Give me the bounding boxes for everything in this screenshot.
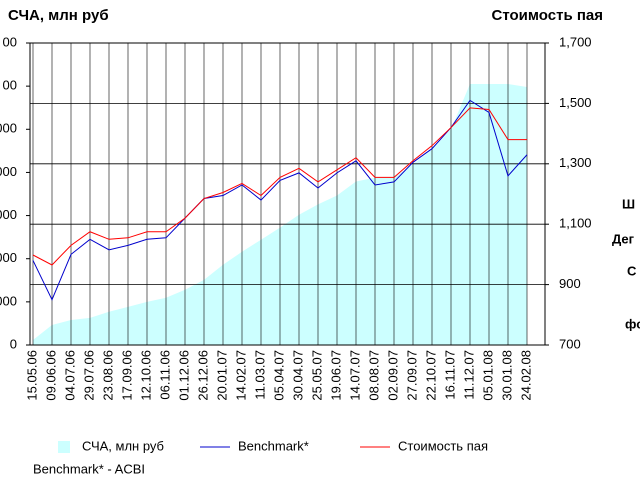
x-tick-label: 23.08.06 bbox=[100, 350, 115, 401]
x-tick-label: 29.07.06 bbox=[81, 350, 96, 401]
y2-tick-label: 900 bbox=[559, 276, 581, 291]
x-tick-label: 06.11.06 bbox=[157, 350, 172, 400]
y-tick-label: 00 bbox=[3, 34, 17, 49]
legend-label: Стоимость пая bbox=[398, 438, 488, 453]
x-tick-label: 30.04.07 bbox=[290, 350, 305, 401]
y2-tick-label: 1,300 bbox=[559, 155, 592, 170]
x-tick-label: 11.03.07 bbox=[252, 350, 267, 400]
x-tick-label: 01.12.06 bbox=[176, 350, 191, 401]
right-axis-title: Стоимость пая bbox=[492, 7, 603, 24]
y2-tick-label: 1,500 bbox=[559, 95, 592, 110]
y-tick-label: 000 bbox=[0, 121, 17, 136]
x-tick-label: 30.01.08 bbox=[499, 350, 514, 401]
legend-label: СЧА, млн руб bbox=[82, 438, 164, 453]
x-tick-label: 20.01.07 bbox=[214, 350, 229, 401]
y2-tick-label: 700 bbox=[559, 336, 581, 351]
x-tick-label: 12.10.06 bbox=[138, 350, 153, 401]
x-tick-label: 16.11.07 bbox=[442, 350, 457, 400]
x-tick-label: 05.04.07 bbox=[271, 350, 286, 401]
x-tick-label: 08.08.07 bbox=[366, 350, 381, 401]
x-tick-label: 04.07.06 bbox=[62, 350, 77, 401]
x-tick-label: 17.09.06 bbox=[119, 350, 134, 401]
line bbox=[32, 107, 527, 266]
side-text: С bbox=[627, 263, 637, 278]
left-axis-title: СЧА, млн руб bbox=[8, 7, 109, 24]
x-tick-label: 14.02.07 bbox=[233, 350, 248, 401]
x-tick-label: 05.01.08 bbox=[480, 350, 495, 401]
x-tick-label: 24.02.08 bbox=[518, 350, 533, 401]
y2-tick-label: 1,700 bbox=[559, 34, 592, 49]
side-text: Дег bbox=[612, 231, 635, 246]
legend-swatch bbox=[58, 441, 70, 453]
x-tick-label: 19.06.07 bbox=[328, 350, 343, 401]
plot-frame bbox=[29, 42, 546, 346]
x-tick-label: 11.12.07 bbox=[461, 350, 476, 400]
y-tick-label: 0 bbox=[10, 336, 17, 351]
y-tick-label: 000 bbox=[0, 207, 17, 222]
x-tick-label: 02.09.07 bbox=[385, 350, 400, 401]
x-tick-label: 09.06.06 bbox=[43, 350, 58, 401]
x-tick-label: 14.07.07 bbox=[347, 350, 362, 401]
x-tick-label: 25.05.07 bbox=[309, 350, 324, 401]
x-tick-label: 22.10.07 bbox=[423, 350, 438, 401]
x-tick-label: 15.05.06 bbox=[24, 350, 39, 401]
area bbox=[33, 83, 527, 345]
line bbox=[32, 99, 528, 301]
y-tick-label: 000 bbox=[0, 164, 17, 179]
x-tick-label: 27.09.07 bbox=[404, 350, 419, 401]
side-text: фо bbox=[625, 316, 640, 331]
side-text: Ш bbox=[622, 196, 635, 211]
y-tick-label: 00 bbox=[3, 78, 17, 93]
y-tick-label: 000 bbox=[0, 293, 17, 308]
y2-tick-label: 1,100 bbox=[559, 216, 592, 231]
footnote: Benchmark* - ACBI bbox=[33, 461, 145, 476]
x-tick-label: 26.12.06 bbox=[195, 350, 210, 401]
y-tick-label: 000 bbox=[0, 250, 17, 265]
legend-label: Benchmark* bbox=[238, 438, 309, 453]
